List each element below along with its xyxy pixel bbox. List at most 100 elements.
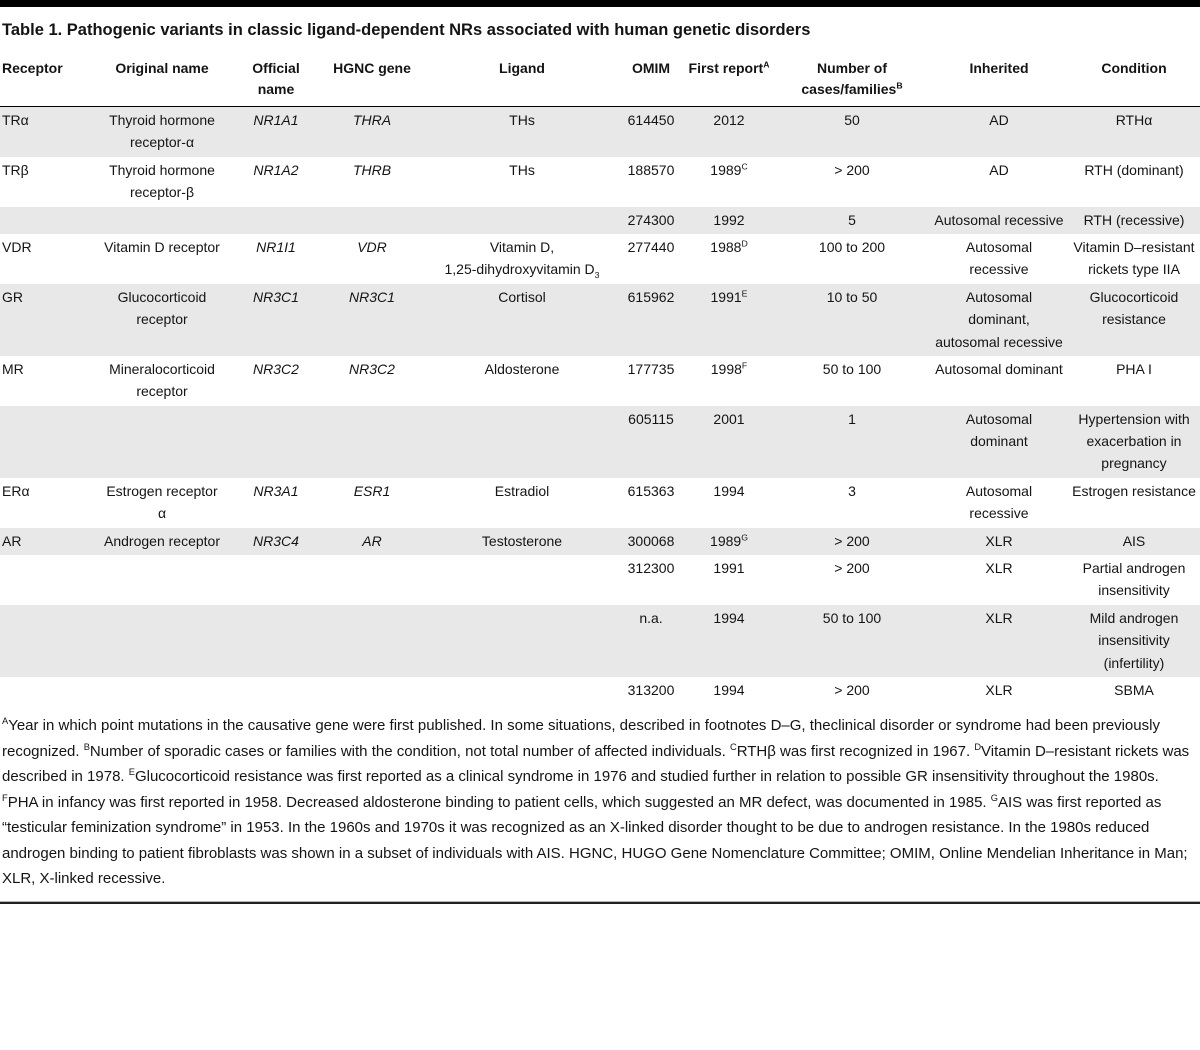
table-cell: Cortisol	[498, 288, 546, 305]
table-cell: 50 to 100	[822, 609, 882, 626]
table-cell: Estrogen receptor α	[106, 482, 218, 522]
table-row: AR Androgen receptor NR3C4 AR Testosterone 30…	[0, 527, 1200, 556]
table-cell: > 200	[834, 161, 870, 178]
table-cell: NR1A1	[253, 112, 299, 128]
table-cell: THRA	[352, 112, 392, 128]
table-cell: 177735	[627, 360, 675, 377]
table-cell: 3	[848, 482, 856, 499]
table-cell: 1	[848, 410, 856, 427]
table-cell: RTH (dominant)	[1084, 161, 1184, 178]
top-rule-bar	[0, 0, 1200, 7]
table-footnote: AYear in which point mutations in the ca…	[2, 716, 1190, 888]
table-cell	[234, 677, 318, 704]
table-cell: NR3C4	[253, 532, 299, 549]
table-cell: Thyroid hormone receptor-β	[109, 161, 215, 201]
header-cell: Ligand	[426, 51, 618, 107]
table-cell: ERα	[2, 482, 30, 499]
table-cell: Testosterone	[481, 532, 563, 549]
header-cell: Condition	[1068, 51, 1200, 107]
table-row: 605115 2001 1 Autosomal dominant Hypertensio…	[0, 405, 1200, 478]
table-cell	[0, 207, 90, 234]
table-cell: Aldosterone	[484, 360, 560, 377]
table-cell: 50	[844, 112, 860, 128]
table-cell: 1989C	[710, 161, 748, 178]
header-cell: OMIM	[618, 51, 684, 107]
table-cell	[0, 605, 90, 677]
table-cell: PHA I	[1116, 360, 1152, 377]
table-cell	[234, 555, 318, 605]
table-cell	[90, 605, 234, 677]
table-cell: Partial androgen insensitivity	[1082, 560, 1186, 599]
table-cell: 50 to 100	[822, 360, 882, 377]
table-cell: NR1A2	[253, 161, 299, 178]
table-cell: Glucocorticoid receptor	[117, 288, 207, 328]
table-cell: AR	[2, 532, 22, 549]
table-cell: 615363	[627, 482, 675, 499]
table-row: n.a. 1994 50 to 100 XLR Mild androgen insens…	[0, 604, 1200, 677]
table-cell: Autosomal dominant, autosomal recessive	[935, 288, 1063, 350]
table-row: GR Glucocorticoid receptor NR3C1 NR3C1 Corti…	[0, 283, 1200, 356]
table-cell: RTH (recessive)	[1083, 211, 1185, 228]
table-cell: 1998F	[710, 360, 748, 377]
header-cell: Number of cases/familiesB	[774, 51, 930, 107]
table-row: MR Mineralocorticoid receptor NR3C2 NR3C2 Al…	[0, 356, 1200, 406]
table-cell	[90, 406, 234, 478]
header-row: Receptor Original name Official name HGNC g…	[0, 51, 1200, 107]
table-cell	[426, 677, 618, 704]
table-row: TRα Thyroid hormone receptor-α NR1A1 THRA TH…	[0, 106, 1200, 157]
table-cell: NR1I1	[256, 238, 296, 255]
table-cell	[426, 406, 618, 478]
table-cell: Vitamin D, 1,25-dihydroxyvitamin D3	[444, 238, 600, 281]
table-cell: XLR	[985, 532, 1013, 549]
table-cell: XLR	[985, 609, 1013, 626]
table-cell: XLR	[985, 560, 1013, 577]
table-cell	[90, 677, 234, 704]
table-cell: THRB	[352, 161, 392, 178]
table-cell: Estrogen resistance	[1072, 482, 1196, 499]
table-cell: Autosomal dominant	[965, 410, 1033, 450]
table-cell: THs	[509, 161, 535, 178]
table-cell: NR3C2	[253, 360, 299, 377]
table-row: VDR Vitamin D receptor NR1I1 VDR Vitamin D, …	[0, 234, 1200, 284]
table-cell: Glucocorticoid resistance	[1089, 288, 1179, 328]
table-cell: 1988D	[710, 238, 748, 255]
table-cell	[318, 605, 426, 677]
table-cell: 1992	[713, 211, 745, 228]
table-cell: 1991	[713, 560, 745, 577]
table-cell	[234, 207, 318, 234]
table-cell: Androgen receptor	[104, 532, 220, 549]
table-cell: Autosomal recessive	[934, 211, 1064, 228]
table-title: Table 1. Pathogenic variants in classic …	[2, 21, 811, 39]
table-cell	[0, 555, 90, 605]
table-row: TRβ Thyroid hormone receptor-β NR1A2 THRB TH…	[0, 157, 1200, 207]
table-cell	[0, 677, 90, 704]
table-cell: AR	[362, 532, 382, 549]
table-cell: VDR	[357, 238, 387, 255]
table-cell: 1994	[713, 681, 745, 698]
table-cell: 10 to 50	[826, 288, 878, 305]
table-cell: NR3C2	[349, 360, 395, 377]
table-cell: XLR	[985, 681, 1013, 698]
table-cell: 277440	[627, 238, 675, 255]
header-cell: Original name	[90, 51, 234, 107]
header-cell: Receptor	[0, 51, 90, 107]
header-cell: Official name	[234, 51, 318, 107]
table-cell	[318, 406, 426, 478]
table-cell: NR3C1	[349, 288, 395, 305]
table-cell: Autosomal recessive	[965, 482, 1033, 522]
table-cell	[318, 677, 426, 704]
table-cell: 614450	[627, 112, 675, 128]
table-cell: 615962	[627, 288, 675, 305]
table-cell: > 200	[834, 532, 870, 549]
table-cell: 1994	[713, 609, 745, 626]
table-cell: SBMA	[1114, 681, 1154, 698]
table-cell: 5	[848, 211, 856, 228]
table-cell: 312300	[627, 560, 675, 577]
table-cell: AD	[989, 112, 1009, 128]
table-cell: Thyroid hormone receptor-α	[109, 112, 215, 151]
table-cell	[90, 555, 234, 605]
table-cell: 300068	[627, 532, 675, 549]
table-cell: 2001	[713, 410, 745, 427]
table-cell: Autosomal dominant	[935, 360, 1063, 377]
table-row: 312300 1991 > 200 XLR Partial androgen insen…	[0, 555, 1200, 605]
